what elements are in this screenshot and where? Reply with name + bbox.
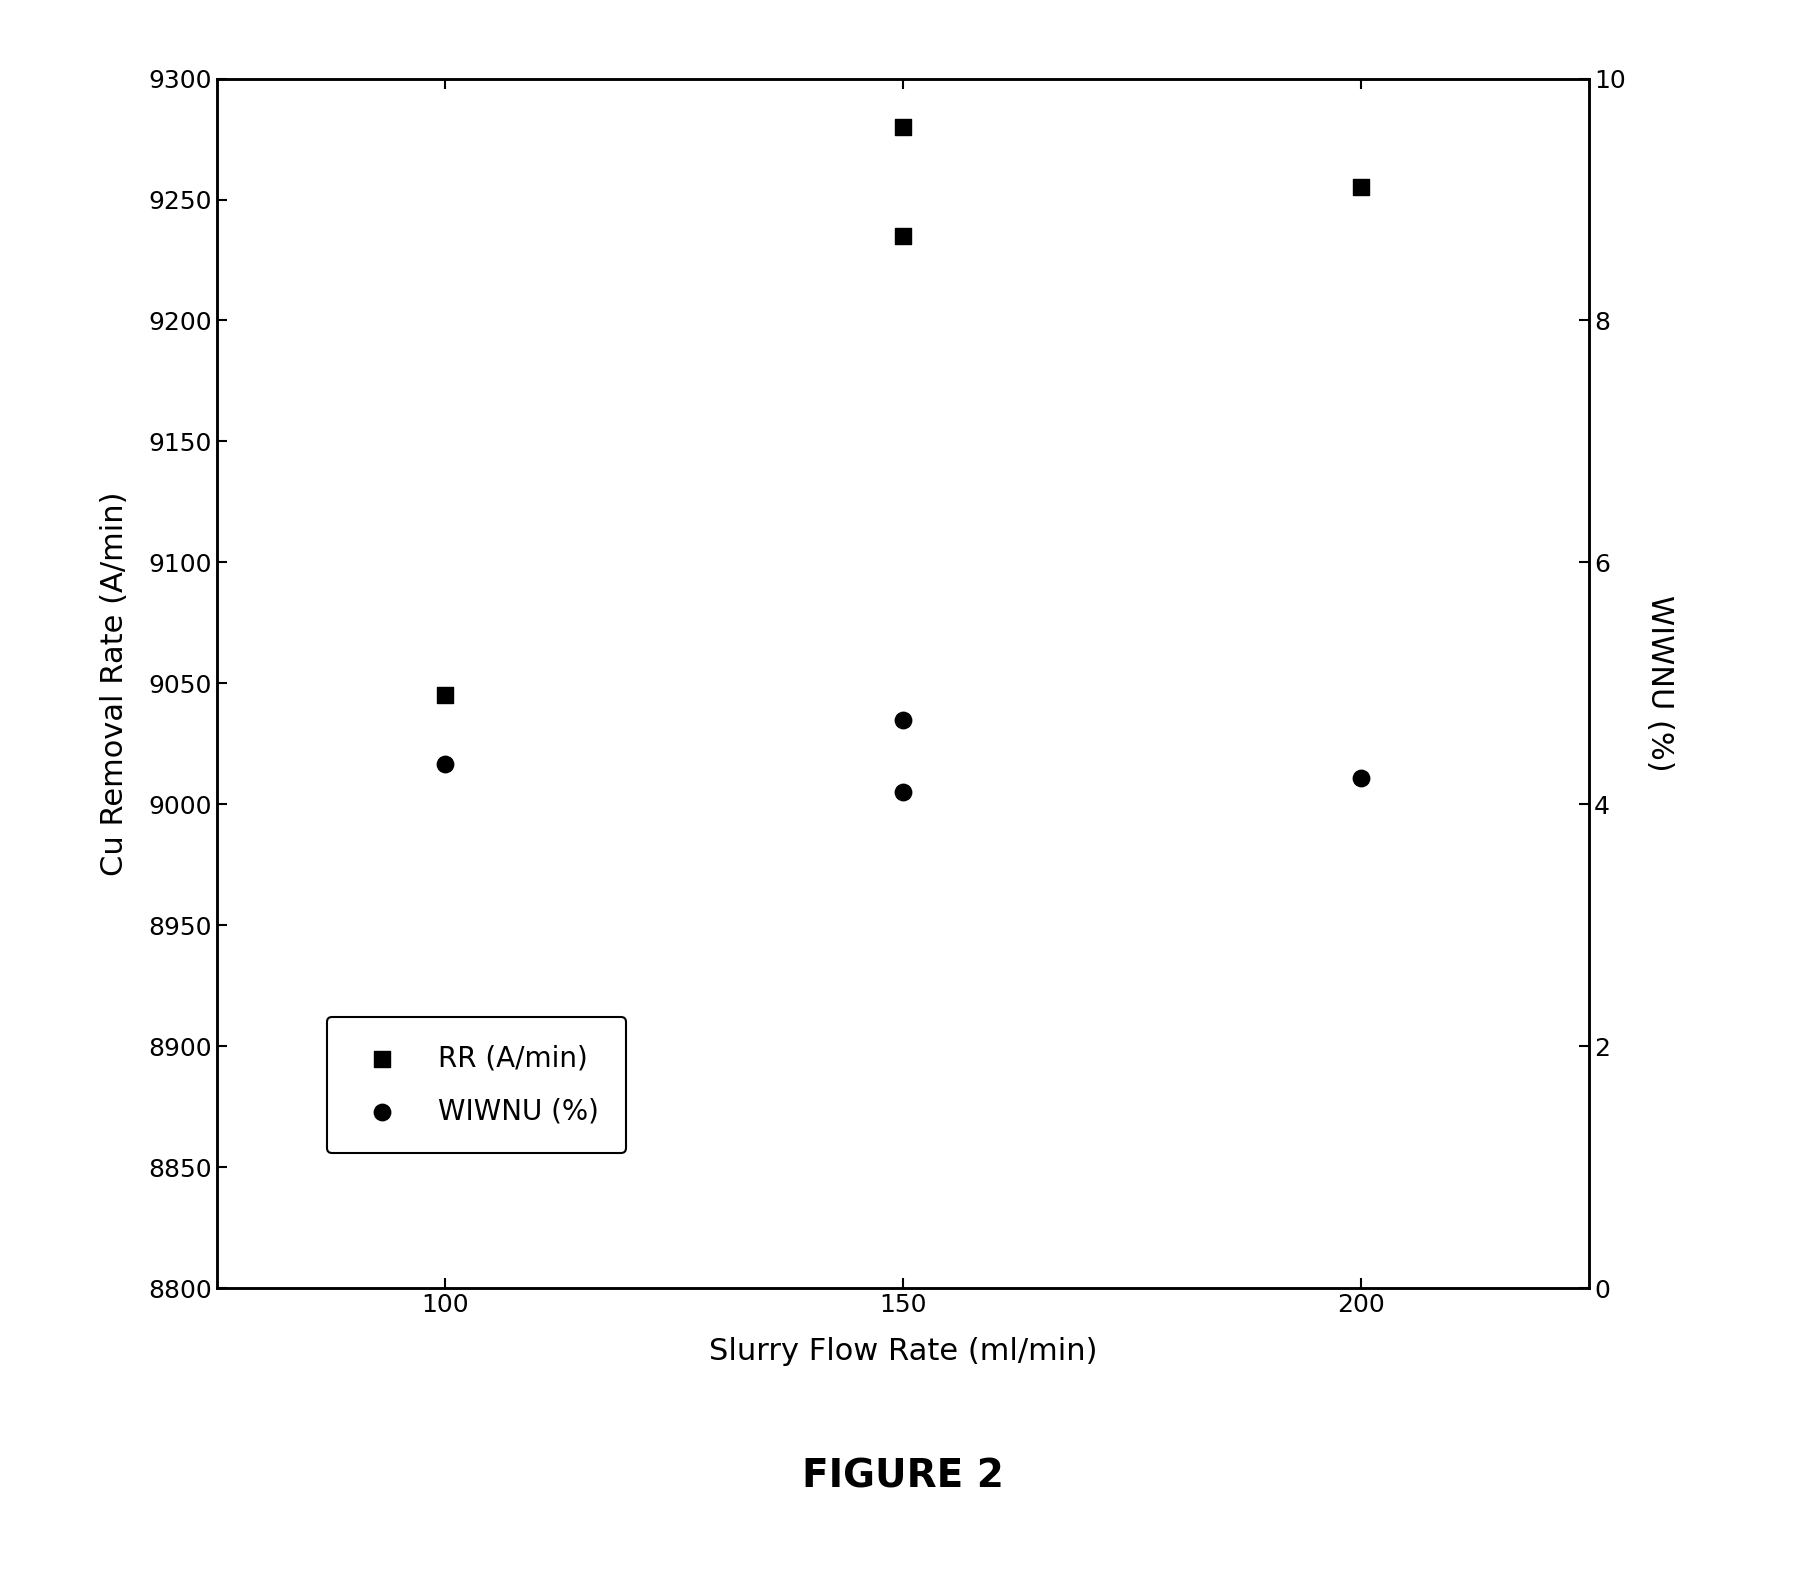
Y-axis label: WIWNU (%): WIWNU (%): [1644, 595, 1673, 771]
Text: FIGURE 2: FIGURE 2: [801, 1458, 1004, 1496]
Legend: RR (A/min), WIWNU (%): RR (A/min), WIWNU (%): [327, 1016, 626, 1153]
RR (A/min): [1345, 174, 1374, 200]
RR (A/min): [888, 223, 917, 248]
WIWNU (%): [888, 707, 917, 732]
RR (A/min): [888, 115, 917, 140]
X-axis label: Slurry Flow Rate (ml/min): Slurry Flow Rate (ml/min): [708, 1337, 1097, 1365]
Y-axis label: Cu Removal Rate (A/min): Cu Removal Rate (A/min): [99, 492, 128, 875]
WIWNU (%): [888, 779, 917, 804]
RR (A/min): [431, 683, 460, 709]
WIWNU (%): [431, 753, 460, 778]
WIWNU (%): [1345, 765, 1374, 790]
